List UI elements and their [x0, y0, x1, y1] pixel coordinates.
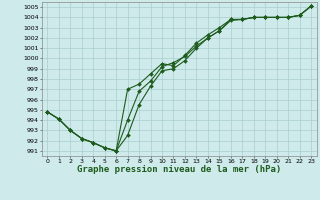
X-axis label: Graphe pression niveau de la mer (hPa): Graphe pression niveau de la mer (hPa)	[77, 165, 281, 174]
